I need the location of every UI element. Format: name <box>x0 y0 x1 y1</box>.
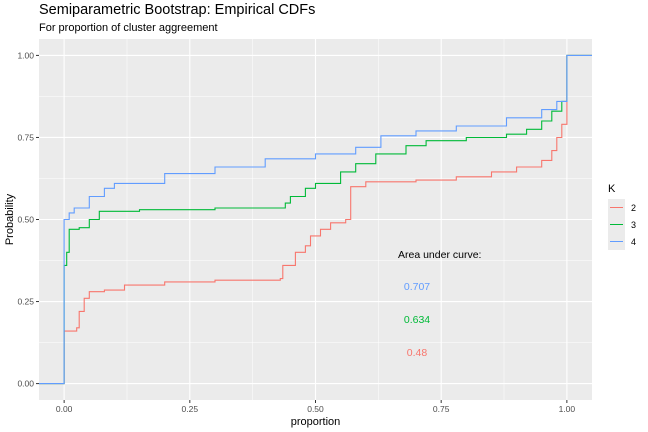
legend: K 2 3 4 <box>608 183 636 250</box>
auc-value-2: 0.48 <box>407 347 428 359</box>
legend-label: 3 <box>631 219 637 230</box>
x-tick-label: 0.75 <box>433 404 450 414</box>
y-tick-label: 0.75 <box>17 132 34 142</box>
series-line-2 <box>39 54 592 385</box>
x-tick-label: 1.00 <box>559 404 576 414</box>
legend-key <box>608 216 625 233</box>
chart-title: Semiparametric Bootstrap: Empirical CDFs <box>39 2 316 18</box>
auc-value-3: 0.634 <box>404 314 430 326</box>
y-tick-label: 0.25 <box>17 297 34 307</box>
legend-key <box>608 233 625 250</box>
y-tick-label: 0.00 <box>17 379 34 389</box>
x-axis-title: proportion <box>291 416 341 428</box>
x-tick-label: 0.25 <box>182 404 199 414</box>
x-tick-label: 0.00 <box>56 404 73 414</box>
series-line-3 <box>39 54 592 385</box>
x-tick-label: 0.50 <box>307 404 324 414</box>
legend-label: 2 <box>631 202 637 213</box>
auc-value-4: 0.707 <box>404 281 430 293</box>
chart-subtitle: For proportion of cluster aggreement <box>39 22 218 34</box>
legend-key <box>608 199 625 216</box>
legend-item-2: 2 <box>608 199 636 216</box>
legend-item-4: 4 <box>608 233 636 250</box>
y-axis-title: Probability <box>4 193 16 245</box>
legend-item-3: 3 <box>608 216 636 233</box>
series-line-4 <box>39 54 592 385</box>
legend-label: 4 <box>631 236 637 247</box>
auc-heading: Area under curve: <box>398 249 481 261</box>
y-tick-label: 0.50 <box>17 215 34 225</box>
legend-title: K <box>608 183 616 195</box>
y-tick-label: 1.00 <box>17 50 34 60</box>
